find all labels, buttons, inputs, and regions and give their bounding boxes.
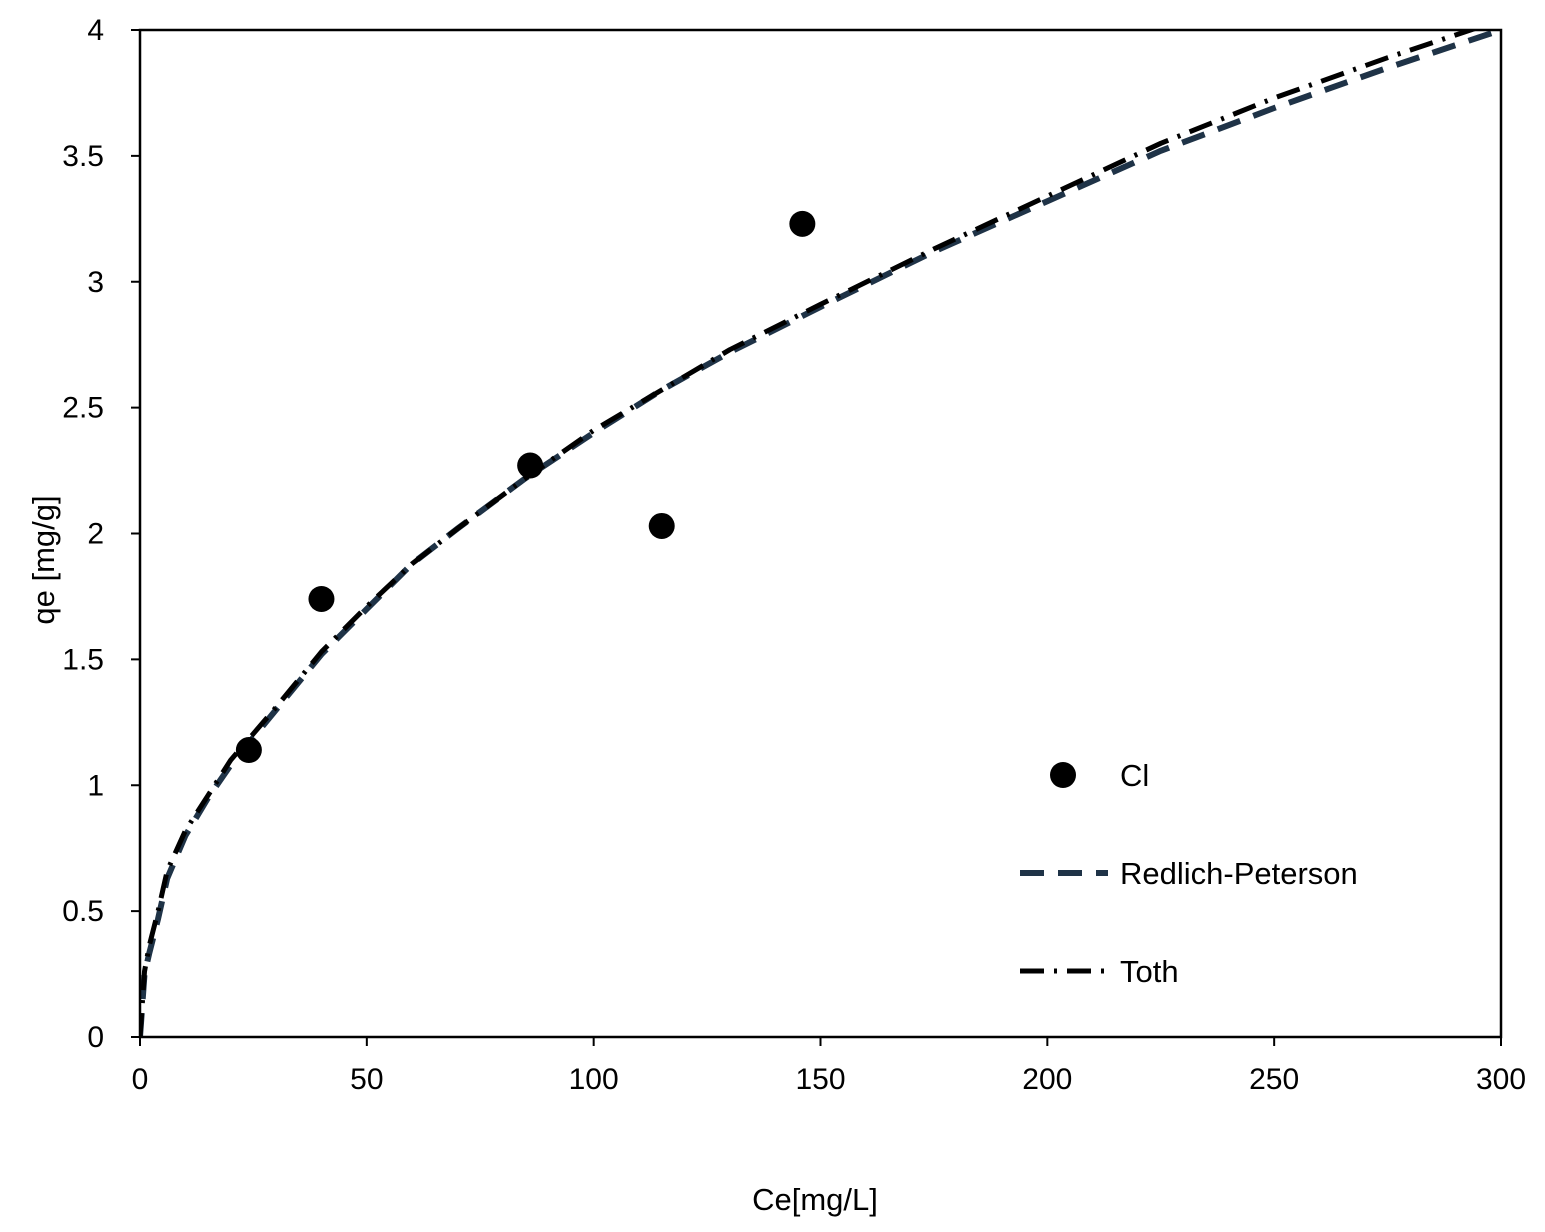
legend-label-redlich-peterson: Redlich-Peterson	[1120, 856, 1358, 891]
legend-label-cl: Cl	[1120, 758, 1149, 793]
x-axis-label: Ce[mg/L]	[752, 1182, 878, 1217]
data-point	[517, 452, 544, 479]
ticks-layer: 0 50 100 150 200 250 300 0 0.5 1 1.5 2 2.5 3 3.5 4	[62, 14, 1526, 1096]
y-tick-label: 2.5	[62, 392, 104, 425]
y-tick-label: 2	[87, 518, 104, 551]
y-tick-label: 0	[87, 1021, 104, 1054]
data-point	[789, 210, 816, 237]
data-point	[235, 737, 262, 764]
y-tick-label: 1	[87, 769, 104, 802]
y-tick-label: 3.5	[62, 140, 104, 173]
data-point	[308, 585, 335, 612]
x-tick-label: 300	[1476, 1063, 1526, 1096]
data-point	[648, 512, 675, 539]
x-tick-label: 0	[132, 1063, 149, 1096]
x-tick-label: 200	[1022, 1063, 1072, 1096]
legend-marker-cl	[1050, 762, 1076, 788]
y-tick-label: 1.5	[62, 643, 104, 676]
x-tick-label: 250	[1249, 1063, 1299, 1096]
x-tick-label: 150	[795, 1063, 845, 1096]
y-axis-label: qe [mg/g]	[26, 495, 61, 624]
series-layer	[140, 30, 1501, 1037]
y-tick-label: 4	[87, 14, 104, 47]
y-tick-label: 0.5	[62, 895, 104, 928]
series-line-toth	[140, 30, 1479, 1037]
y-tick-label: 3	[87, 266, 104, 299]
legend-label-toth: Toth	[1120, 954, 1179, 989]
legend: Cl Redlich-Peterson Toth	[1020, 758, 1358, 989]
x-tick-label: 100	[569, 1063, 619, 1096]
x-tick-label: 50	[350, 1063, 383, 1096]
